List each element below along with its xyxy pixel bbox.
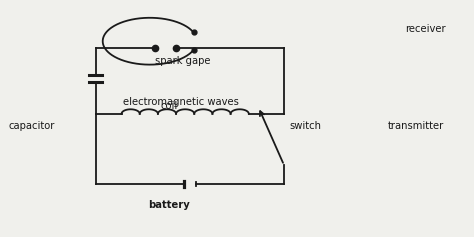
Text: spark gape: spark gape (155, 56, 210, 66)
Text: electromagnetic waves: electromagnetic waves (122, 97, 238, 107)
Text: capacitor: capacitor (9, 121, 55, 131)
Text: receiver: receiver (405, 24, 446, 35)
Text: coil: coil (160, 101, 177, 111)
Text: transmitter: transmitter (388, 121, 444, 131)
Text: battery: battery (148, 200, 190, 210)
Text: switch: switch (289, 121, 321, 131)
